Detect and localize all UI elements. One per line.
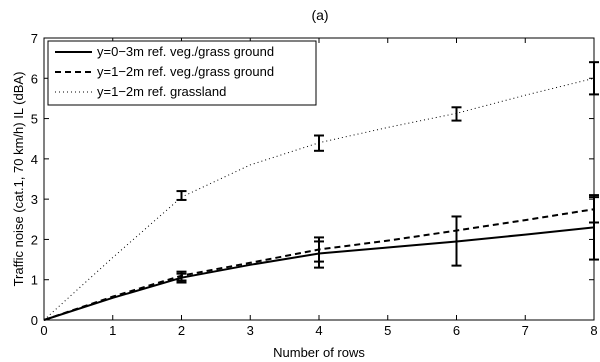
y-tick-label: 2 — [31, 232, 38, 247]
x-tick-label: 2 — [178, 323, 185, 338]
y-tick-label: 1 — [31, 273, 38, 288]
legend-label-1: y=1−2m ref. veg./grass ground — [97, 64, 274, 79]
legend-label-0: y=0−3m ref. veg./grass ground — [97, 44, 274, 59]
legend-label-2: y=1−2m ref. grassland — [97, 84, 226, 99]
x-tick-label: 5 — [384, 323, 391, 338]
legend: y=0−3m ref. veg./grass ground y=1−2m ref… — [47, 40, 317, 106]
x-axis-label: Number of rows — [273, 345, 365, 360]
y-tick-label: 0 — [31, 313, 38, 328]
x-tick-label: 6 — [453, 323, 460, 338]
x-axis-ticks: 0 1 2 3 4 5 6 7 8 — [40, 38, 598, 338]
y-tick-label: 3 — [31, 192, 38, 207]
y-axis-label: Traffic noise (cat.1, 70 km/h) IL (dBA) — [11, 72, 26, 287]
y-axis-ticks: 0 1 2 3 4 5 6 7 — [31, 31, 594, 328]
x-tick-label: 7 — [522, 323, 529, 338]
y-tick-label: 7 — [31, 31, 38, 46]
x-tick-label: 4 — [315, 323, 322, 338]
x-tick-label: 0 — [40, 323, 47, 338]
legend-box — [47, 40, 317, 106]
error-bars — [176, 61, 599, 284]
x-tick-label: 3 — [247, 323, 254, 338]
x-tick-label: 1 — [109, 323, 116, 338]
y-tick-label: 4 — [31, 152, 38, 167]
chart-title: (a) — [311, 7, 328, 23]
y-tick-label: 6 — [31, 71, 38, 86]
x-tick-label: 8 — [590, 323, 597, 338]
y-tick-label: 5 — [31, 112, 38, 127]
